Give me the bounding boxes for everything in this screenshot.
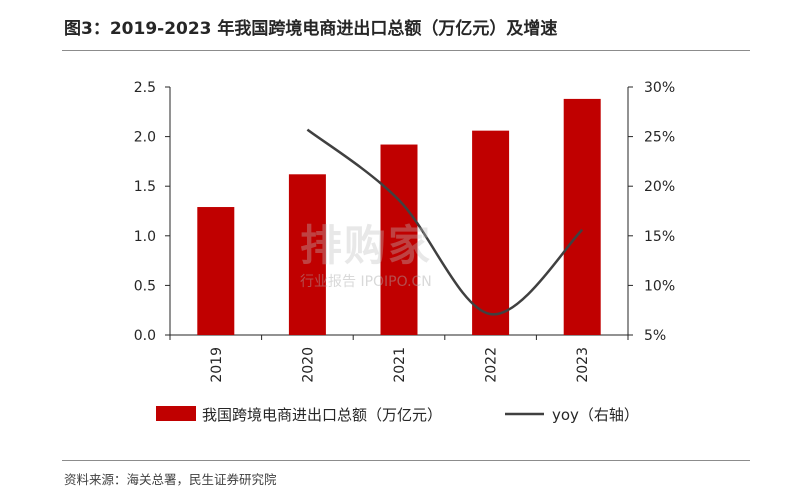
y-left-tick-label: 2.0 xyxy=(134,130,156,146)
source-note: 资料来源：海关总署，民生证券研究院 xyxy=(64,472,277,487)
bar xyxy=(288,174,326,335)
y-left-tick-label: 0.5 xyxy=(134,278,156,294)
x-tick-label: 2020 xyxy=(300,347,316,383)
legend-label-line: yoy（右轴） xyxy=(552,406,639,424)
y-left-tick-label: 2.5 xyxy=(134,80,156,96)
bar xyxy=(563,98,601,336)
y-right-tick-label: 25% xyxy=(644,130,675,146)
x-tick-label: 2023 xyxy=(575,347,591,383)
x-tick-label: 2019 xyxy=(209,347,225,383)
x-tick-label: 2021 xyxy=(392,347,408,383)
y-right-tick-label: 10% xyxy=(644,278,675,294)
legend-label-bar: 我国跨境电商进出口总额（万亿元） xyxy=(202,406,442,424)
y-left-tick-label: 0.0 xyxy=(134,328,156,344)
y-right-tick-label: 30% xyxy=(644,80,675,96)
y-left-tick-label: 1.5 xyxy=(134,179,156,195)
legend-swatch-bar xyxy=(156,406,196,421)
bar xyxy=(197,207,235,335)
bar xyxy=(380,144,418,335)
y-right-tick-label: 5% xyxy=(644,328,666,344)
y-right-tick-label: 15% xyxy=(644,229,675,245)
x-tick-label: 2022 xyxy=(484,347,500,383)
y-left-tick-label: 1.0 xyxy=(134,229,156,245)
figure-title: 图3：2019-2023 年我国跨境电商进出口总额（万亿元）及增速 xyxy=(64,19,558,39)
title-rule xyxy=(62,50,750,51)
yoy-line xyxy=(306,128,584,316)
y-right-tick-label: 20% xyxy=(644,179,675,195)
source-rule xyxy=(62,460,750,461)
bar xyxy=(472,130,510,335)
